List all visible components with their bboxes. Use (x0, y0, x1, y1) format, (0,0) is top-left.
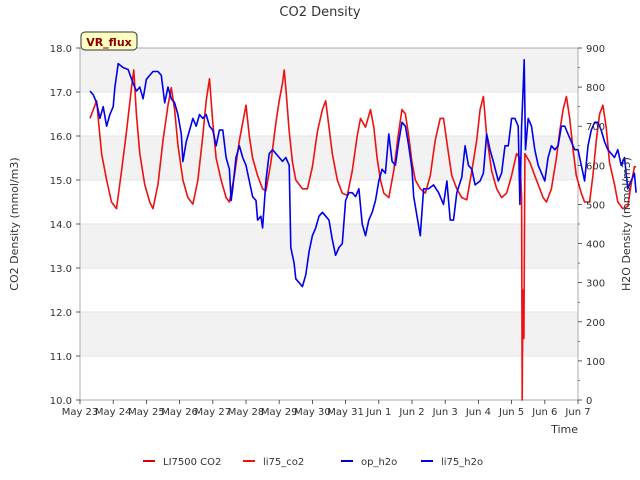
x-tick-label: May 28 (228, 407, 265, 418)
series-line-li75-co2 (89, 69, 637, 401)
legend: LI7500 CO2 li75_co2 op_h2o li75_h2o (143, 457, 483, 468)
x-tick-label: May 29 (261, 407, 298, 418)
y2-axis-ticks: 0 100 200 300 400 500 600 700 800 900 (578, 44, 605, 407)
grid-band (80, 356, 578, 400)
y-tick-label: 11.0 (50, 352, 72, 363)
x-tick-label: Jun 2 (398, 407, 424, 418)
legend-item: li75_co2 (243, 457, 304, 468)
flux-badge: VR_flux (80, 31, 138, 51)
y2-tick-label: 300 (586, 279, 605, 290)
flux-badge-label: VR_flux (86, 36, 132, 49)
x-tick-label: Jun 4 (465, 407, 491, 418)
y-tick-label: 16.0 (50, 132, 72, 143)
y-tick-label: 15.0 (50, 176, 72, 187)
x-tick-label: May 27 (195, 407, 232, 418)
x-axis-label: Time (550, 423, 578, 436)
legend-label: li75_h2o (441, 457, 483, 468)
x-tick-label: May 24 (95, 407, 132, 418)
grid-band (80, 224, 578, 268)
y2-tick-label: 600 (586, 161, 605, 172)
series-line-li75-h2o (89, 58, 637, 288)
y2-tick-label: 400 (586, 240, 605, 251)
y-tick-label: 18.0 (50, 44, 72, 55)
x-tick-label: Jun 1 (365, 407, 391, 418)
legend-item: LI7500 CO2 (143, 457, 221, 468)
y-tick-label: 12.0 (50, 308, 72, 319)
y2-tick-label: 800 (586, 83, 605, 94)
grid-band (80, 268, 578, 312)
y-tick-label: 17.0 (50, 88, 72, 99)
x-tick-label: May 23 (62, 407, 99, 418)
x-tick-label: May 31 (327, 407, 364, 418)
x-tick-label: May 26 (161, 407, 198, 418)
x-tick-label: Jun 3 (432, 407, 458, 418)
series-lines (89, 58, 637, 401)
x-tick-label: May 30 (294, 407, 331, 418)
legend-item: op_h2o (341, 457, 397, 468)
legend-label: LI7500 CO2 (163, 457, 221, 468)
y2-axis-label: H2O Density (mmol/m3) (620, 157, 633, 291)
grid-band (80, 48, 578, 92)
y-axis-ticks: 10.0 11.0 12.0 13.0 14.0 15.0 16.0 17.0 18.0 (50, 44, 80, 407)
y2-tick-label: 0 (586, 396, 592, 407)
y2-tick-label: 100 (586, 357, 605, 368)
y-axis-label: CO2 Density (mmol/m3) (8, 157, 21, 290)
x-tick-label: Jun 7 (564, 407, 590, 418)
y2-tick-label: 900 (586, 44, 605, 55)
y2-tick-label: 700 (586, 122, 605, 133)
legend-label: op_h2o (361, 457, 397, 468)
y-tick-label: 10.0 (50, 396, 72, 407)
y-tick-label: 13.0 (50, 264, 72, 275)
x-tick-label: May 25 (128, 407, 165, 418)
x-tick-label: Jun 6 (531, 407, 557, 418)
y2-tick-label: 200 (586, 318, 605, 329)
legend-item: li75_h2o (421, 457, 483, 468)
y2-tick-label: 500 (586, 200, 605, 211)
x-tick-label: Jun 5 (498, 407, 524, 418)
grid-band (80, 312, 578, 356)
chart-title: CO2 Density (279, 5, 360, 20)
y-tick-label: 14.0 (50, 220, 72, 231)
legend-label: li75_co2 (263, 457, 304, 468)
grid-band (80, 180, 578, 224)
